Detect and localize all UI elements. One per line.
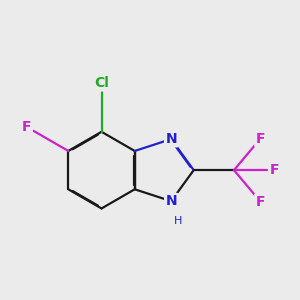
Text: H: H	[173, 216, 182, 226]
Text: F: F	[256, 195, 265, 208]
Text: F: F	[22, 120, 32, 134]
Text: Cl: Cl	[94, 76, 109, 90]
Text: N: N	[165, 194, 177, 208]
Text: F: F	[256, 132, 265, 146]
Text: N: N	[165, 132, 177, 146]
Text: F: F	[270, 163, 280, 177]
